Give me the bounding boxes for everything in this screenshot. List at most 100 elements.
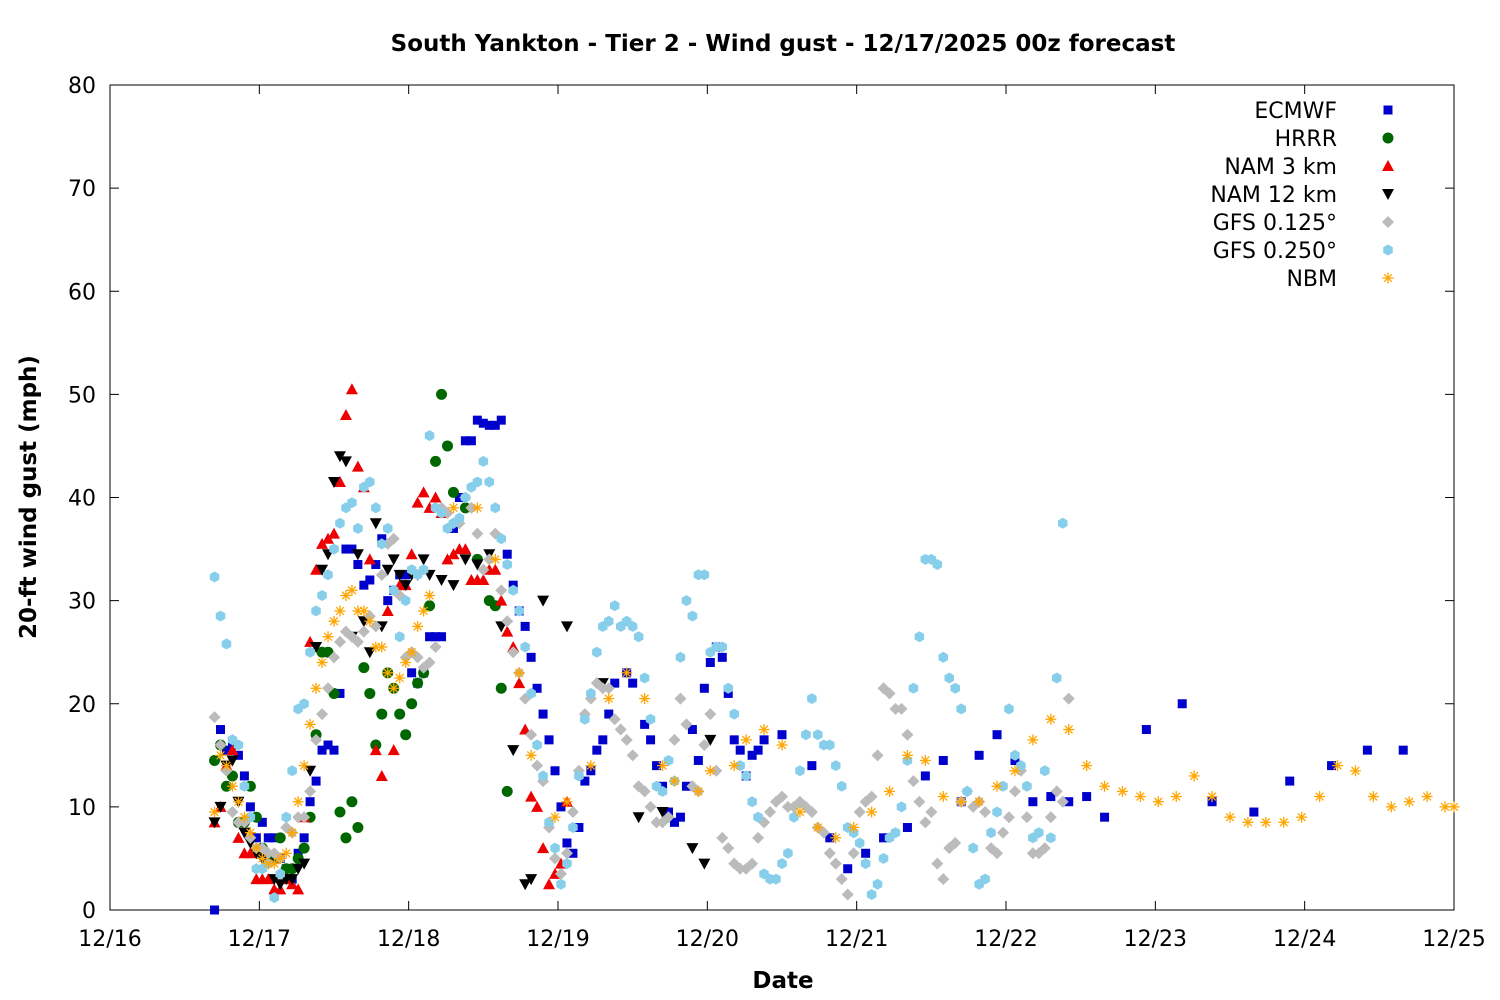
data-point: [919, 816, 932, 829]
data-point: [805, 806, 818, 819]
data-point: [1116, 785, 1128, 797]
data-point: [543, 878, 556, 890]
data-point: [812, 822, 824, 833]
legend-marker: [1383, 244, 1393, 256]
data-point: [459, 543, 472, 555]
data-point: [681, 595, 692, 607]
x-tick-label: 12/20: [676, 927, 739, 952]
data-point: [311, 776, 321, 786]
data-point: [729, 735, 739, 745]
data-point: [668, 733, 681, 746]
data-point: [550, 842, 560, 854]
data-point: [746, 857, 759, 870]
data-point: [669, 817, 679, 827]
data-point: [866, 806, 878, 818]
data-point: [1134, 791, 1146, 803]
data-point: [668, 775, 680, 787]
data-point: [424, 589, 436, 601]
data-point: [317, 590, 327, 601]
data-point: [735, 745, 745, 755]
data-point: [387, 554, 400, 566]
data-point: [937, 791, 949, 803]
data-point: [501, 615, 514, 628]
data-point: [925, 806, 938, 819]
data-point: [316, 564, 329, 576]
data-point: [400, 729, 412, 741]
data-point: [233, 750, 243, 760]
data-point: [1038, 842, 1051, 855]
legend-label: NBM: [1286, 267, 1337, 292]
data-point: [347, 544, 357, 554]
data-point: [382, 667, 394, 679]
data-point: [226, 755, 239, 767]
y-tick-label: 60: [68, 280, 96, 305]
data-point: [717, 652, 727, 662]
data-point: [632, 812, 645, 824]
data-point: [1278, 816, 1290, 828]
x-tick-label: 12/21: [825, 927, 888, 952]
data-point: [1224, 811, 1236, 823]
data-point: [955, 796, 967, 808]
data-point: [328, 651, 340, 664]
data-point: [466, 436, 476, 446]
x-tick-label: 12/22: [974, 927, 1037, 952]
legend-label: NAM 3 km: [1224, 155, 1337, 180]
legend-marker: [1382, 132, 1394, 144]
data-point: [602, 682, 615, 695]
data-point: [495, 682, 507, 694]
data-point: [340, 832, 352, 844]
data-point: [759, 735, 769, 745]
data-point: [1327, 761, 1337, 771]
data-point: [346, 796, 358, 808]
data-point: [280, 847, 292, 859]
data-point: [429, 641, 442, 654]
data-point: [544, 735, 554, 745]
data-point: [351, 635, 364, 648]
data-point: [1170, 791, 1182, 803]
data-point: [351, 460, 364, 472]
y-tick-label: 50: [68, 383, 96, 408]
data-point: [556, 878, 566, 890]
data-point: [783, 847, 793, 859]
data-point: [376, 641, 388, 653]
data-point: [221, 745, 231, 755]
data-point: [477, 574, 490, 585]
data-point: [394, 708, 406, 720]
data-point: [823, 847, 836, 860]
data-point: [287, 765, 297, 777]
data-point: [304, 718, 316, 730]
y-tick-label: 80: [68, 74, 96, 99]
data-point: [299, 698, 309, 710]
data-point: [525, 790, 538, 802]
y-tick-label: 0: [82, 899, 96, 924]
data-point: [221, 638, 232, 650]
data-point: [1010, 749, 1020, 761]
data-point: [644, 800, 657, 813]
data-point: [932, 559, 943, 570]
data-point: [693, 755, 703, 765]
data-point: [1141, 725, 1151, 735]
data-point: [747, 750, 757, 760]
data-point: [447, 548, 460, 560]
legend: ECMWF HRRR NAM 3 km NAM 12 km GFS 0.125° GFS …: [1210, 99, 1394, 292]
data-point: [377, 538, 387, 550]
data-point: [388, 682, 400, 694]
data-point: [537, 842, 550, 854]
data-point: [854, 837, 865, 849]
data-point: [621, 667, 633, 679]
data-point: [729, 708, 739, 720]
data-point: [991, 847, 1004, 860]
data-point: [656, 807, 669, 819]
data-point: [329, 543, 339, 555]
data-point: [351, 549, 364, 561]
data-point: [705, 658, 715, 667]
data-point: [949, 836, 962, 849]
data-point: [239, 780, 250, 792]
data-point: [508, 584, 518, 596]
data-point: [447, 502, 459, 514]
data-point: [1448, 801, 1460, 813]
data-point: [847, 847, 860, 860]
data-point: [322, 631, 334, 643]
data-point: [489, 553, 501, 565]
